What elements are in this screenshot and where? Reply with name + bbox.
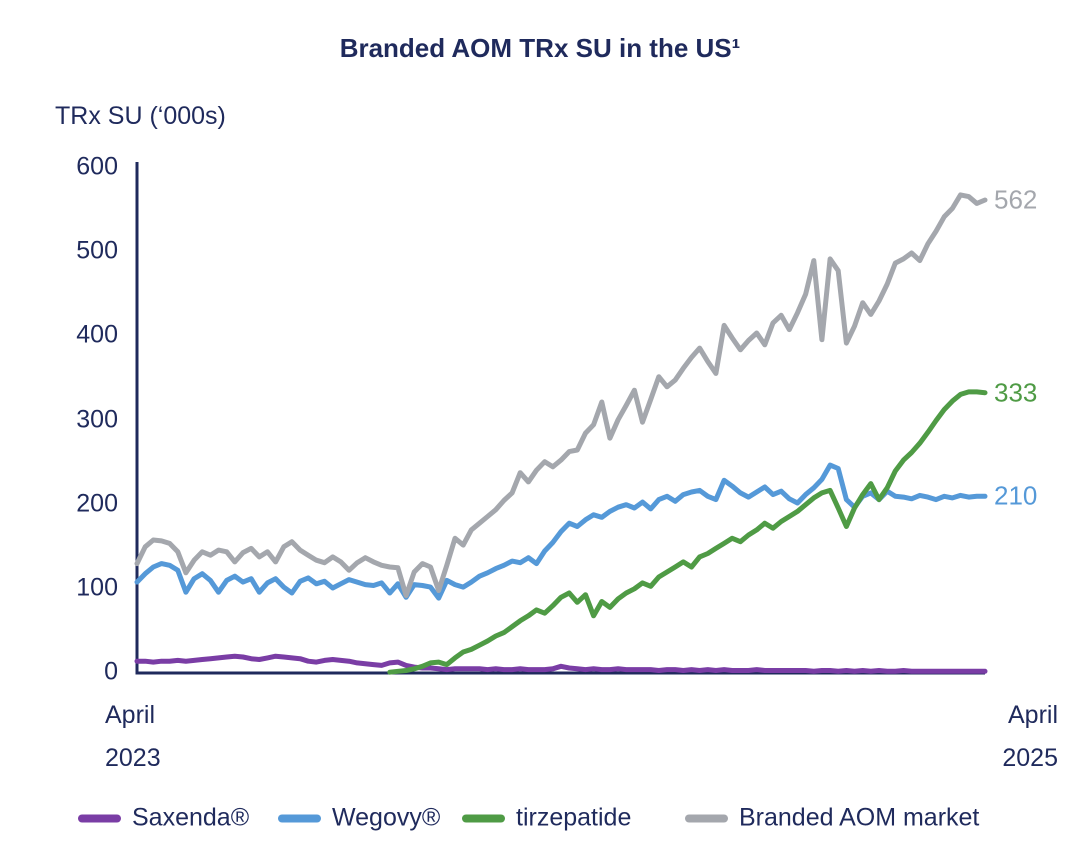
series-line-saxenda <box>134 653 988 674</box>
y-axis-unit-label: TRx SU (‘000s) <box>55 102 226 130</box>
series-line-wegovy <box>134 462 988 601</box>
x-axis-label-end: April 2025 <box>1002 694 1058 780</box>
legend-item-branded-aom-market: Branded AOM market <box>685 804 979 833</box>
legend-swatch-saxenda <box>78 814 121 822</box>
series-line-tirzepatide <box>387 389 988 675</box>
y-tick-label-600: 600 <box>76 152 118 181</box>
end-label-branded-aom-market: 562 <box>994 184 1038 215</box>
x-axis-start-month: April <box>105 701 156 729</box>
end-label-tirzepatide: 333 <box>994 377 1038 408</box>
chart-title: Branded AOM TRx SU in the US¹ <box>339 33 741 63</box>
series-line-branded-aom-market <box>134 192 988 599</box>
x-axis-start-year: 2023 <box>105 744 161 772</box>
x-axis-end-month: April <box>1007 701 1058 729</box>
end-label-wegovy: 210 <box>994 480 1038 511</box>
y-tick-label-0: 0 <box>104 657 118 686</box>
legend-label-tirzepatide: tirzepatide <box>516 803 632 832</box>
y-tick-label-200: 200 <box>76 488 118 517</box>
legend-item-wegovy: Wegovy® <box>278 804 440 833</box>
y-tick-label-400: 400 <box>76 320 118 349</box>
legend-swatch-tirzepatide <box>462 814 505 822</box>
legend-item-tirzepatide: tirzepatide <box>462 804 631 833</box>
legend-item-saxenda: Saxenda® <box>78 804 249 833</box>
legend-label-wegovy: Wegovy® <box>332 803 441 832</box>
x-axis-end-year: 2025 <box>1002 744 1058 772</box>
legend-swatch-branded-aom-market <box>685 814 728 822</box>
axis-lines <box>135 162 985 675</box>
x-axis-label-start: April 2023 <box>105 694 161 780</box>
legend-swatch-wegovy <box>278 814 321 822</box>
y-tick-label-300: 300 <box>76 404 118 433</box>
legend-label-saxenda: Saxenda® <box>132 803 250 832</box>
y-tick-label-100: 100 <box>76 573 118 602</box>
legend-label-branded-aom-market: Branded AOM market <box>739 803 980 832</box>
y-tick-label-500: 500 <box>76 236 118 265</box>
